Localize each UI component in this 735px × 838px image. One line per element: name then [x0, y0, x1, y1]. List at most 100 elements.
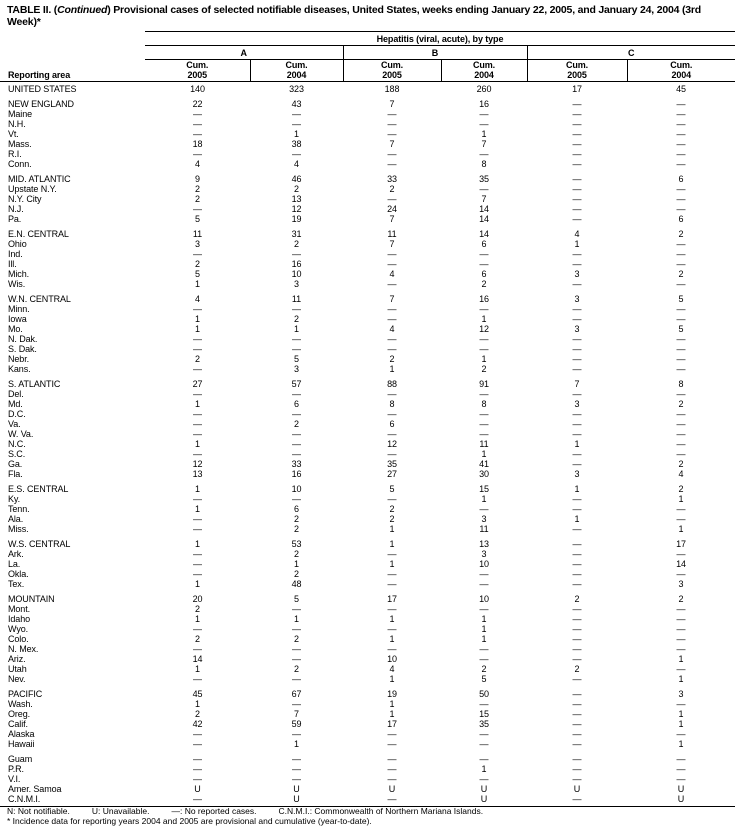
cell-value: 27	[387, 469, 397, 479]
cell-value: 1	[678, 524, 684, 534]
cell-value: 4	[195, 159, 200, 169]
cell-value: —	[145, 794, 250, 807]
cell-value: 59	[291, 719, 302, 729]
cell-value: 24	[387, 204, 397, 214]
cell-value: —	[292, 699, 301, 709]
cell-value: 2	[389, 184, 395, 194]
cell-value: 1	[294, 614, 299, 624]
cell-value: —	[387, 389, 397, 399]
cell-value: 3	[574, 294, 580, 304]
table-row: N.Y. City 2 13 — 7 — —	[0, 194, 735, 204]
cell-value: —	[572, 539, 582, 549]
subcolumn-header: Cum. 2005	[526, 59, 627, 82]
cell-value: 1	[294, 739, 299, 749]
cell-value: 91	[479, 379, 489, 389]
cell-value: 11	[387, 229, 397, 239]
reporting-area: Va.	[8, 419, 21, 429]
cell-value: —	[193, 119, 202, 129]
table-row: Minn. — — — — — —	[0, 304, 735, 314]
cell-value: —	[572, 449, 582, 459]
cell-value: —	[387, 314, 397, 324]
cell-value: 1	[195, 484, 200, 494]
cell-value: 1	[195, 324, 200, 334]
reporting-area: Mo.	[8, 324, 23, 334]
subcolumn-header: Cum. 2005	[145, 59, 250, 82]
cell-value: 1	[389, 699, 395, 709]
cell-value: —	[676, 409, 686, 419]
reporting-area: Wis.	[8, 279, 26, 289]
cell-value: —	[479, 729, 489, 739]
reporting-area: E.S. CENTRAL	[8, 484, 69, 494]
cell-value: —	[479, 419, 489, 429]
cell-value: —	[572, 119, 582, 129]
cell-value: —	[676, 129, 686, 139]
cell-value: 11	[192, 229, 203, 239]
cell-value: 16	[479, 99, 489, 109]
group-header-a: A	[145, 45, 343, 60]
cell-value: 3	[678, 579, 684, 589]
cell-value: —	[572, 644, 582, 654]
table-row: MOUNTAIN 20 5 17 10 2 2	[0, 589, 735, 604]
table-row: Conn. 4 4 — 8 — —	[0, 159, 735, 169]
reporting-area: Wash.	[8, 699, 33, 709]
cell-value: 5	[678, 324, 684, 334]
cell-value: 7	[481, 139, 487, 149]
cell-value: U	[480, 784, 488, 794]
cell-value: —	[572, 214, 582, 224]
reporting-area: MID. ATLANTIC	[8, 174, 71, 184]
cell-value: 46	[291, 174, 302, 184]
table-row: Ga. 12 33 35 41 — 2	[0, 459, 735, 469]
cell-value: 3	[574, 469, 580, 479]
cell-value: 2	[294, 569, 299, 579]
cell-value: —	[479, 249, 489, 259]
cell-value: —	[676, 249, 686, 259]
table-row: W. Va. — — — — — —	[0, 429, 735, 439]
cell-value: —	[193, 429, 202, 439]
table-row: Kans. — 3 1 2 — —	[0, 364, 735, 374]
reporting-area: Tex.	[8, 579, 25, 589]
cell-value: —	[387, 279, 397, 289]
cell-value: —	[193, 729, 202, 739]
cell-value: 2	[678, 229, 684, 239]
cell-value: 45	[192, 689, 203, 699]
cell-value: —	[572, 549, 582, 559]
cell-value: —	[292, 674, 301, 684]
table-row: R.I. — — — — — —	[0, 149, 735, 159]
cell-value: —	[676, 119, 686, 129]
cell-value: —	[193, 774, 202, 784]
cell-value: 5	[294, 354, 299, 364]
cell-value: 7	[294, 709, 299, 719]
table-row: PACIFIC 45 67 19 50 — 3	[0, 684, 735, 699]
table-row: MID. ATLANTIC 9 46 33 35 — 6	[0, 169, 735, 184]
cell-value: 1	[574, 484, 580, 494]
cell-value: —	[387, 304, 397, 314]
cell-value: —	[193, 364, 202, 374]
cell-value: 7	[481, 194, 487, 204]
cell-value: —	[676, 259, 686, 269]
reporting-area: Fla.	[8, 469, 23, 479]
cell-value: 67	[291, 689, 302, 699]
cell-value: —	[387, 334, 397, 344]
reporting-area: E.N. CENTRAL	[8, 229, 69, 239]
cell-value: —	[387, 429, 397, 439]
reporting-area: W.N. CENTRAL	[8, 294, 71, 304]
cell-value: 50	[479, 689, 489, 699]
cell-value: 17	[572, 84, 582, 94]
cell-value: —	[387, 249, 397, 259]
cell-value: 8	[678, 379, 684, 389]
cell-value: U	[194, 784, 201, 794]
cell-value: —	[387, 149, 397, 159]
cell-value: 31	[291, 229, 302, 239]
reporting-area: Utah	[8, 664, 27, 674]
cell-value: —	[292, 149, 301, 159]
cell-value: —	[676, 419, 686, 429]
cell-value: —	[292, 429, 301, 439]
cell-value: 14	[479, 204, 489, 214]
reporting-area: Tenn.	[8, 504, 30, 514]
cell-value: —	[676, 764, 686, 774]
cell-value: —	[572, 524, 582, 534]
cell-value: 1	[481, 764, 487, 774]
cell-value: 1	[195, 614, 200, 624]
cell-value: —	[676, 449, 686, 459]
cell-value: —	[676, 314, 686, 324]
